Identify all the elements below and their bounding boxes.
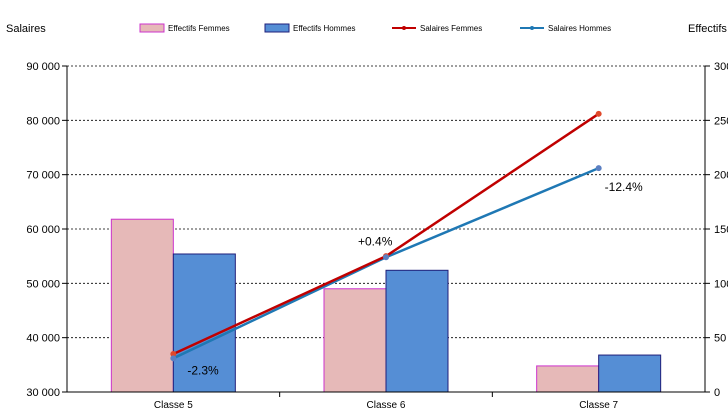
x-tick-label: Classe 5 bbox=[154, 400, 193, 410]
bar-effectifs-hommes bbox=[385, 269, 449, 393]
right-tick-label: 100 bbox=[714, 278, 728, 290]
bar-effectifs-hommes bbox=[172, 253, 236, 393]
right-tick-label: 150 bbox=[714, 224, 728, 236]
left-tick-label: 90 000 bbox=[26, 61, 60, 73]
bar-effectifs-femmes bbox=[323, 288, 387, 393]
right-tick-label: 200 bbox=[714, 170, 728, 182]
point-salaires-hommes bbox=[595, 165, 602, 172]
point-salaires-femmes bbox=[595, 110, 602, 117]
bars bbox=[110, 218, 662, 393]
x-tick-label: Classe 6 bbox=[367, 400, 406, 410]
left-tick-label: 80 000 bbox=[26, 115, 60, 127]
annotation-label: +0.4% bbox=[358, 234, 393, 248]
left-axis-title: Salaires bbox=[6, 23, 46, 35]
legend: Effectifs Femmes Effectifs Hommes Salaires… bbox=[139, 23, 611, 33]
right-axis-title: Effectifs bbox=[688, 23, 727, 35]
point-salaires-femmes bbox=[170, 350, 177, 357]
left-tick-label: 70 000 bbox=[26, 170, 60, 182]
labels: 30 000 40 000 50 000 60 000 70 000 80 000 90 0… bbox=[6, 23, 728, 410]
axes bbox=[62, 65, 710, 397]
legend-marker bbox=[530, 26, 534, 30]
legend-label: Effectifs Hommes bbox=[293, 24, 356, 33]
right-tick-label: 250 bbox=[714, 115, 728, 127]
legend-marker bbox=[402, 26, 406, 30]
bar-effectifs-femmes bbox=[536, 365, 600, 393]
lines bbox=[170, 110, 602, 362]
left-tick-label: 40 000 bbox=[26, 333, 60, 345]
annotation-label: -12.4% bbox=[605, 180, 643, 194]
legend-label: Salaires Hommes bbox=[548, 24, 611, 33]
left-tick-label: 60 000 bbox=[26, 224, 60, 236]
legend-swatch bbox=[139, 23, 165, 33]
point-salaires-hommes bbox=[383, 254, 389, 261]
x-tick-label: Classe 7 bbox=[579, 400, 618, 410]
right-tick-label: 300 bbox=[714, 61, 728, 73]
right-tick-label: 50 bbox=[714, 333, 726, 345]
bar-effectifs-femmes bbox=[110, 218, 174, 393]
right-tick-label: 0 bbox=[714, 387, 720, 399]
annotation-label: -2.3% bbox=[187, 363, 219, 377]
legend-swatch bbox=[264, 23, 290, 33]
legend-label: Salaires Femmes bbox=[420, 24, 482, 33]
bar-effectifs-hommes bbox=[598, 354, 662, 393]
left-tick-label: 50 000 bbox=[26, 278, 60, 290]
point-salaires-hommes bbox=[170, 355, 177, 362]
left-tick-label: 30 000 bbox=[26, 387, 60, 399]
legend-label: Effectifs Femmes bbox=[168, 24, 230, 33]
